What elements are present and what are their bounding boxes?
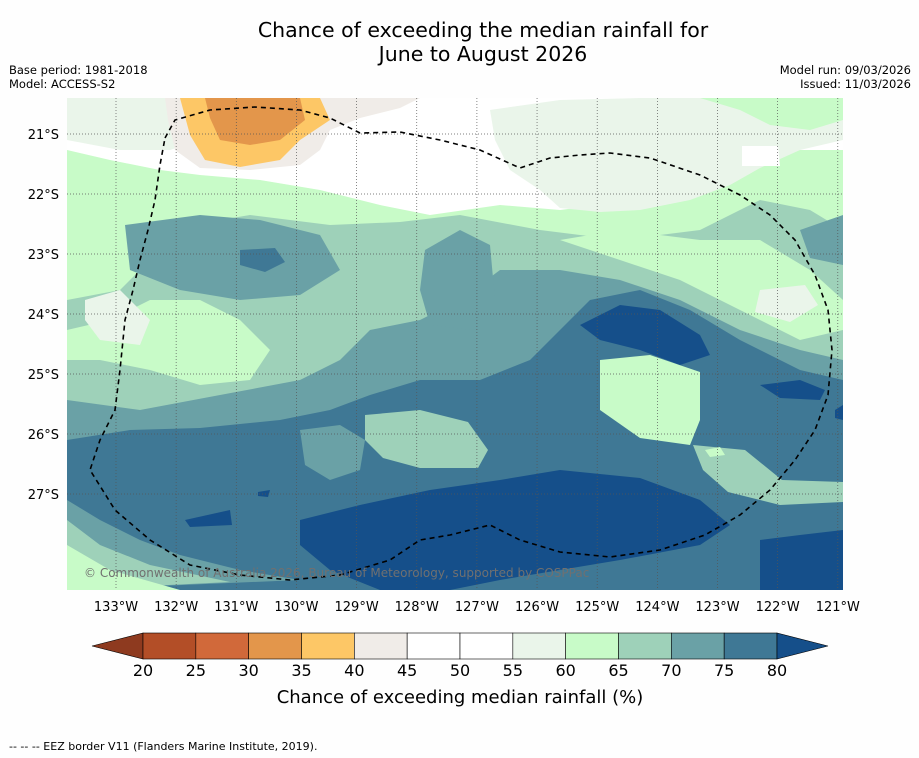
colorbar-segment [406, 632, 461, 660]
colorbar-tick-label: 45 [397, 661, 417, 680]
eez-legend-note: -- -- -- EEZ border V11 (Flanders Marine… [9, 740, 318, 753]
colorbar-tick-label: 70 [661, 661, 681, 680]
longitude-label: 127°W [455, 600, 499, 615]
colorbar-tick-label: 40 [344, 661, 364, 680]
contour-55-60-ne [490, 98, 843, 212]
longitude-label: 132°W [154, 600, 198, 615]
colorbar-segment [459, 632, 514, 660]
latitude-labels: 21°S 22°S 23°S 24°S 25°S 26°S 27°S [28, 128, 59, 503]
contour-30-35 [205, 98, 305, 145]
colorbar-ticks: 20 25 30 35 40 45 50 55 60 65 70 75 80 [133, 661, 787, 680]
contour-70-75-nw [125, 215, 340, 300]
contour-field [67, 98, 843, 590]
map-title: Chance of exceeding the median rainfall … [0, 18, 919, 66]
colorbar-segment [565, 632, 619, 660]
contour-60-65-sw [67, 545, 180, 590]
longitude-label: 131°W [214, 600, 258, 615]
colorbar-tick-label: 20 [133, 661, 153, 680]
colorbar-segment [142, 632, 197, 660]
contour-above-80-se [760, 530, 843, 590]
contour-60-65-ne [700, 98, 843, 130]
latitude-label: 25°S [28, 368, 59, 383]
colorbar-tick-label: 55 [503, 661, 523, 680]
latitude-label: 27°S [28, 488, 59, 503]
graticule [67, 98, 843, 590]
longitude-labels: 133°W 132°W 131°W 130°W 129°W 128°W 127°W 126°W… [94, 600, 860, 615]
longitude-label: 123°W [695, 600, 739, 615]
contour-60-65-pocket-b [600, 355, 700, 445]
colorbar-tick-label: 60 [555, 661, 575, 680]
model-name: Model: ACCESS-S2 [9, 77, 116, 91]
copyright-text: © Commonwealth of Australia 2026, Bureau… [84, 566, 589, 580]
contour-white-patch [742, 146, 780, 166]
contour-above-80-speck [258, 490, 270, 497]
contour-70-75-center [420, 230, 495, 330]
contour-60-65-dot [705, 447, 725, 457]
latitude-label: 21°S [28, 128, 59, 143]
issued-date: Issued: 11/03/2026 [800, 77, 911, 91]
longitude-label: 126°W [515, 600, 559, 615]
colorbar-segment [301, 632, 355, 660]
longitude-label: 129°W [335, 600, 379, 615]
longitude-label: 128°W [395, 600, 439, 615]
contour-70-75-pocket [300, 425, 365, 480]
contour-55-60-east [755, 285, 818, 322]
longitude-label: 124°W [635, 600, 679, 615]
meta-left: Base period: 1981-2018 Model: ACCESS-S2 [9, 63, 148, 91]
contour-65-70-pocket-b [365, 410, 488, 468]
contour-above-80-edge [835, 405, 843, 420]
model-run: Model run: 09/03/2026 [779, 63, 911, 77]
colorbar-label: Chance of exceeding median rainfall (%) [277, 687, 644, 708]
colorbar [91, 632, 829, 660]
colorbar-tick-label: 35 [291, 661, 311, 680]
colorbar-segment [723, 632, 778, 660]
contour-above-80-sw [185, 510, 232, 527]
title-line-2: June to August 2026 [378, 42, 588, 66]
colorbar-tick-label: 80 [767, 661, 787, 680]
contour-70-75-ne [800, 215, 843, 265]
eez-border [89, 106, 833, 581]
meta-right: Model run: 09/03/2026 Issued: 11/03/2026 [780, 63, 911, 91]
latitude-label: 24°S [28, 308, 59, 323]
longitude-label: 122°W [756, 600, 800, 615]
colorbar-segment [512, 632, 566, 660]
longitude-label: 121°W [816, 600, 860, 615]
longitude-label: 133°W [94, 600, 138, 615]
longitude-label: 125°W [575, 600, 619, 615]
colorbar-extend-low [91, 632, 144, 660]
latitude-label: 22°S [28, 188, 59, 203]
colorbar-extend-high [776, 632, 829, 660]
contour-75-80-nw [240, 248, 285, 272]
title-line-1: Chance of exceeding the median rainfall … [257, 18, 709, 42]
latitude-label: 26°S [28, 428, 59, 443]
contour-above-80-band [760, 380, 825, 400]
colorbar-tick-label: 25 [186, 661, 206, 680]
colorbar-tick-label: 50 [450, 661, 470, 680]
colorbar-segment [195, 632, 249, 660]
contour-55-60-west [85, 290, 150, 345]
colorbar-segment [671, 632, 725, 660]
colorbar-tick-label: 30 [238, 661, 258, 680]
longitude-label: 130°W [274, 600, 318, 615]
contour-above-80-east [580, 305, 710, 365]
colorbar-segment [354, 632, 408, 660]
colorbar-segment [618, 632, 672, 660]
colorbar-segment [248, 632, 302, 660]
contour-65-70-se-b [693, 445, 843, 505]
colorbar-tick-label: 65 [608, 661, 628, 680]
contour-above-80-south [300, 470, 730, 590]
colorbar-tick-label: 75 [714, 661, 734, 680]
latitude-label: 23°S [28, 248, 59, 263]
base-period: Base period: 1981-2018 [9, 63, 148, 77]
